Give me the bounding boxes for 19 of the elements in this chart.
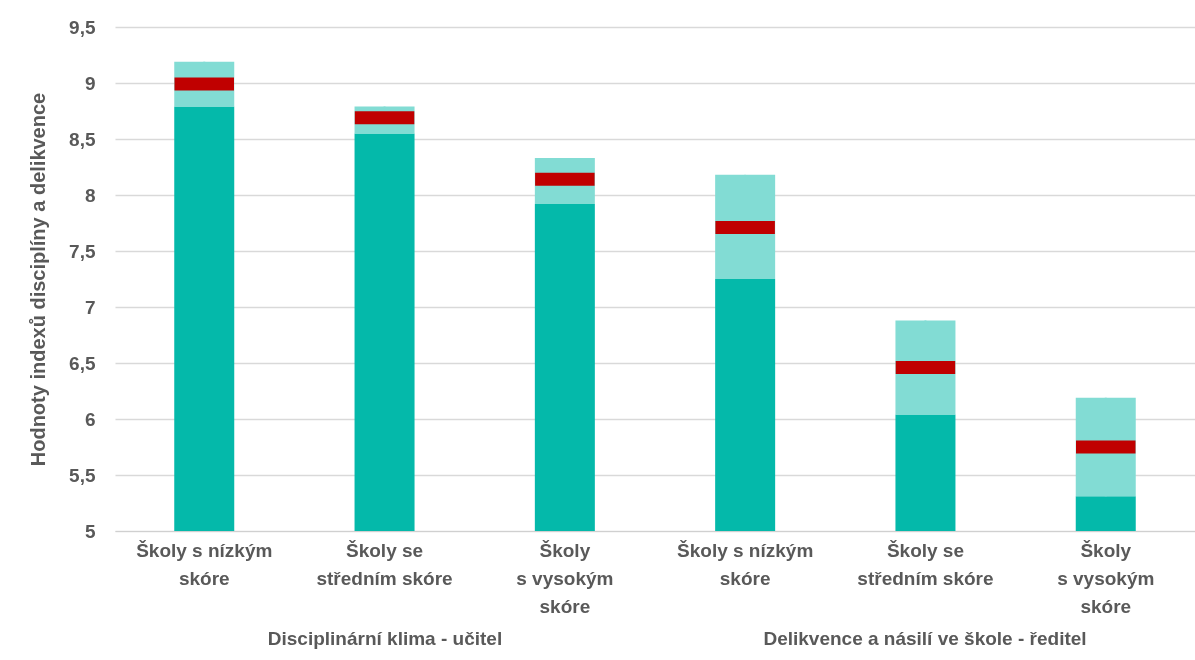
x-tick-label: Školy se středním skóre — [857, 539, 994, 589]
y-tick-label: 6 — [84, 408, 96, 430]
y-tick-label: 5 — [84, 520, 96, 542]
y-tick-label: 6,5 — [69, 352, 96, 374]
y-tick-label: 8,5 — [69, 128, 96, 150]
y-tick-label: 8 — [84, 184, 96, 206]
y-axis-title: Hodnoty indexů disciplíny a delikvence — [27, 92, 50, 467]
y-tick-label: 7,5 — [69, 240, 96, 262]
x-tick-label: Školy s vysokým skóre — [516, 539, 614, 617]
x-tick-label: Školy se středním skóre — [316, 539, 453, 589]
text: Delikvence a násilí ve škole - ředitel — [763, 628, 1087, 650]
text: Disciplinární klima - učitel — [267, 628, 503, 650]
x-tick-label: Školy s vysokým skóre — [1057, 539, 1155, 617]
y-tick-label: 9,5 — [69, 16, 96, 38]
x-tick-label: Školy s nízkým skóre — [136, 539, 273, 589]
y-tick-label: 5,5 — [69, 464, 96, 486]
y-tick-label: 9 — [84, 72, 96, 94]
y-tick-label: 7 — [84, 296, 96, 318]
x-tick-label: Školy s nízkým skóre — [677, 539, 814, 589]
